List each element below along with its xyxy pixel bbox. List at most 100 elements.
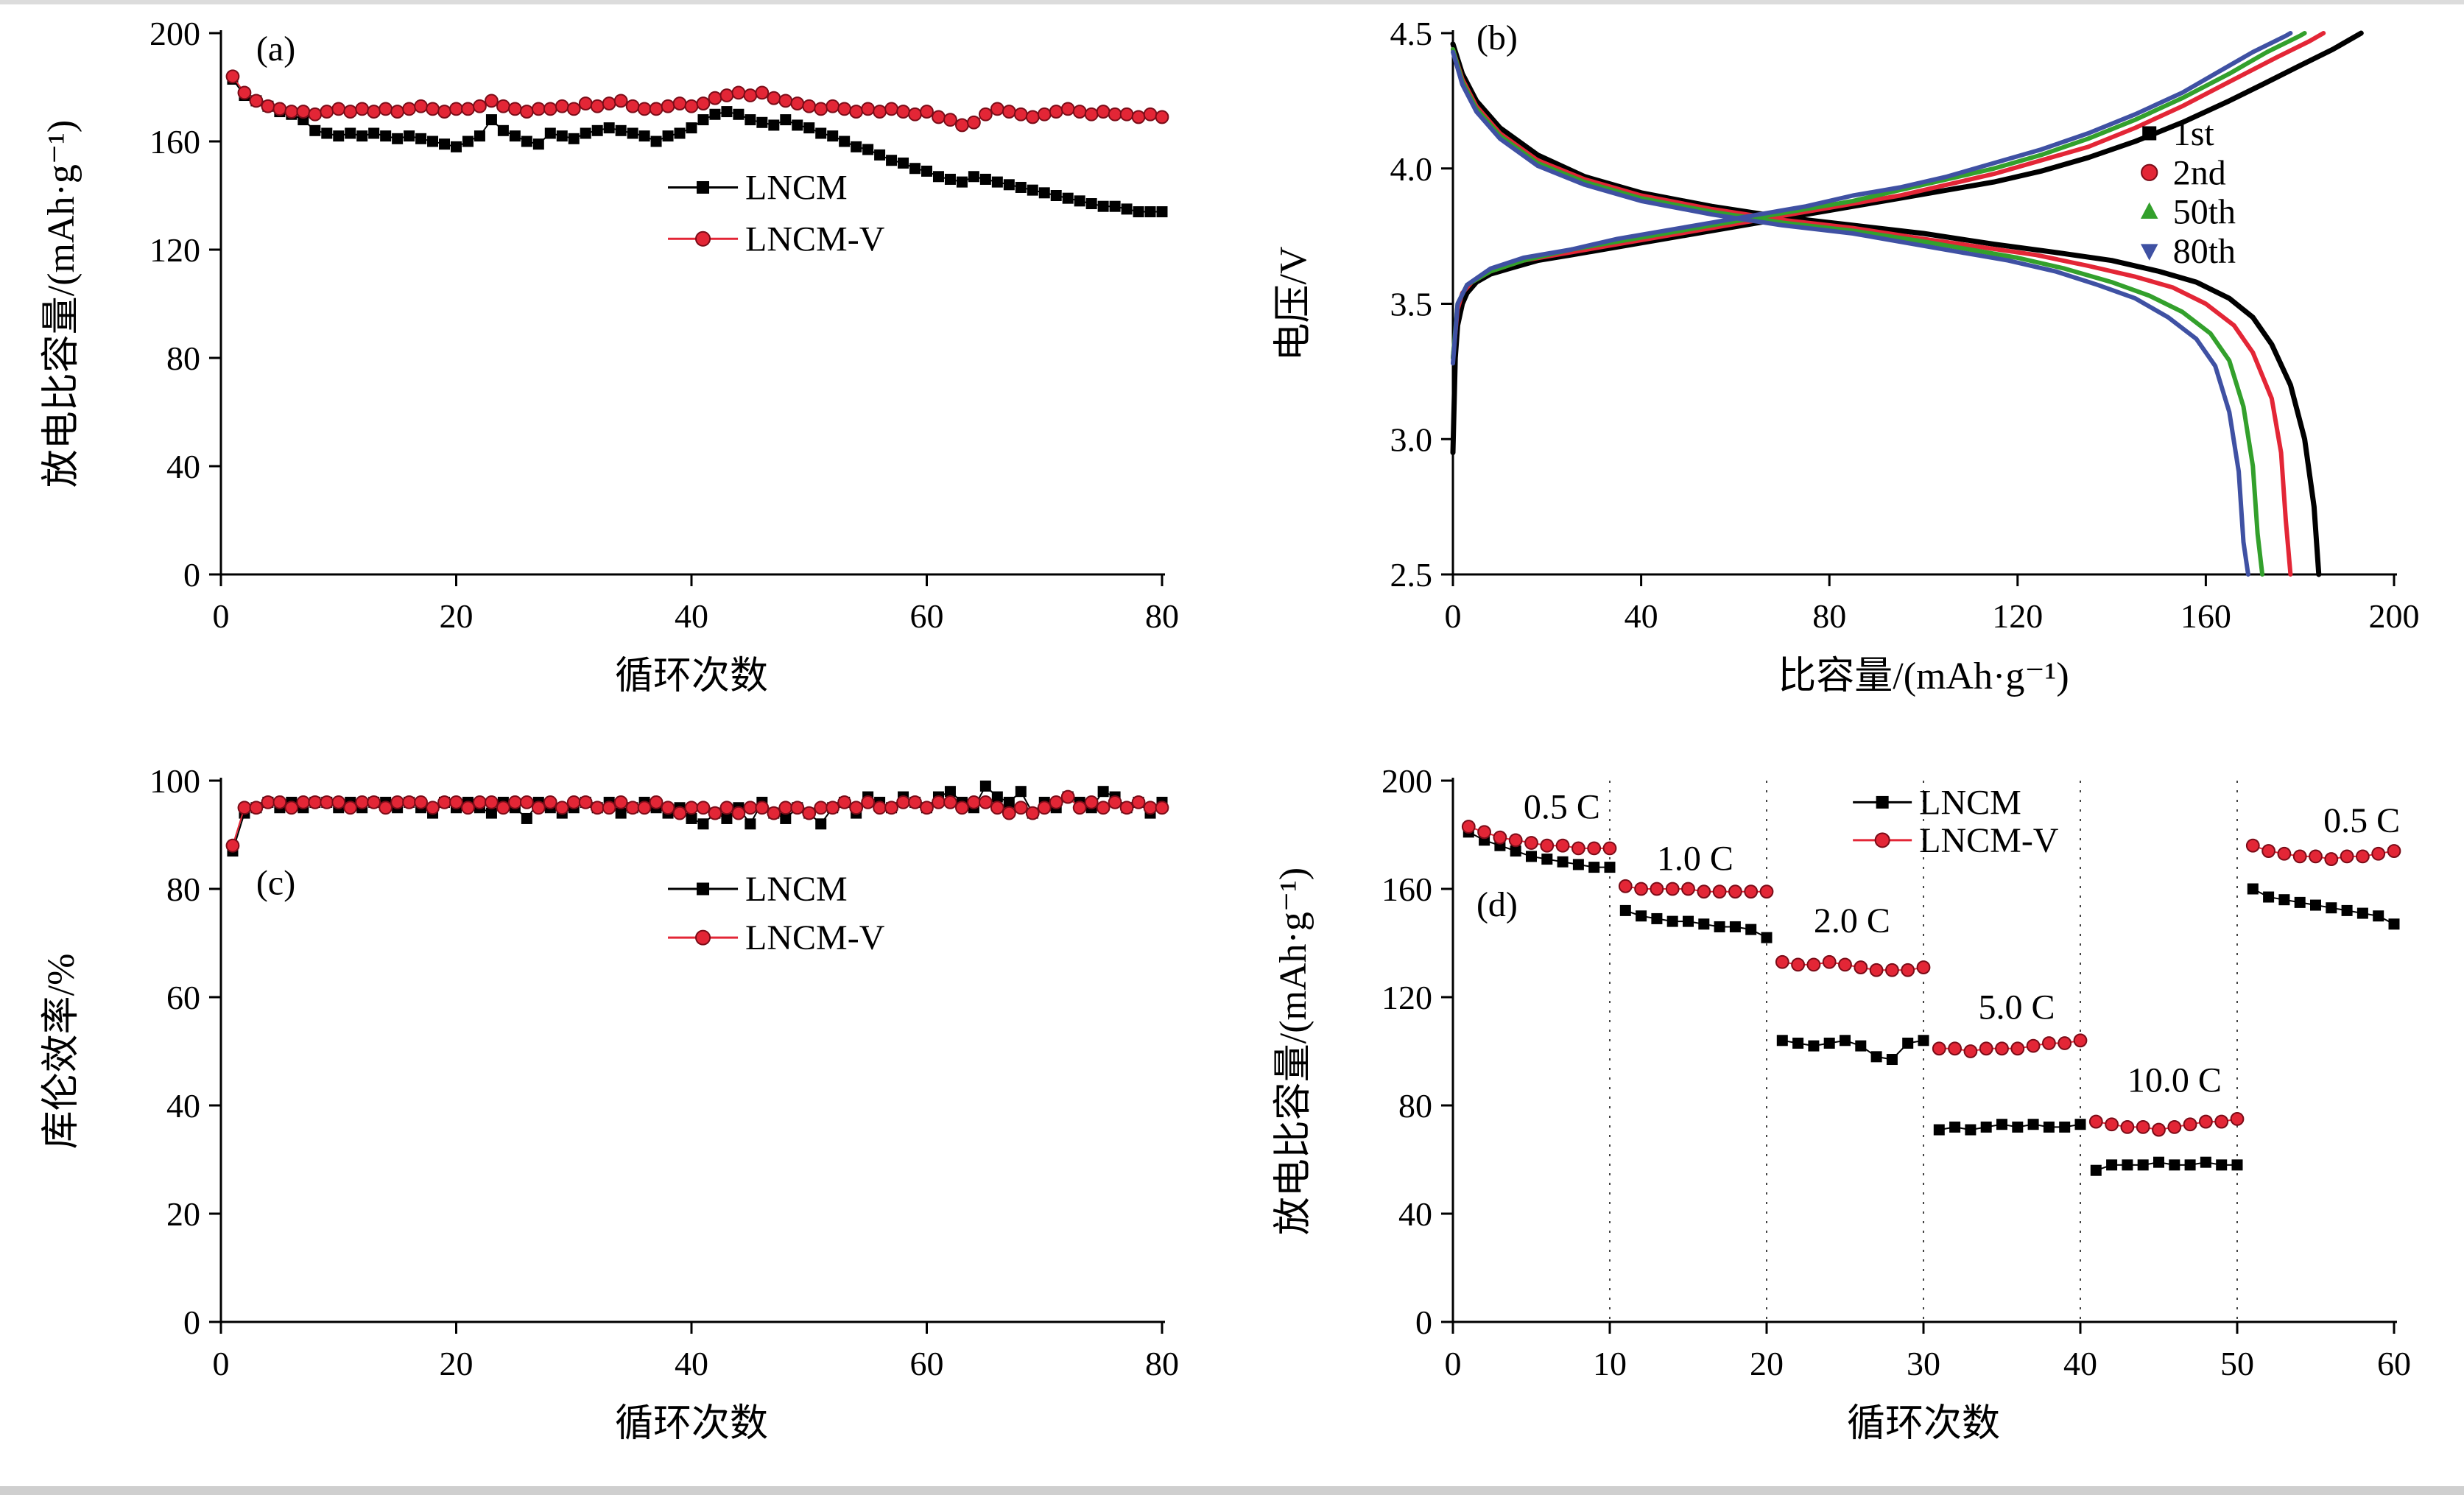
series-line-50th-discharge — [1451, 47, 2265, 577]
marker-circle — [449, 795, 463, 809]
marker-circle — [1155, 110, 1169, 124]
marker-square — [2106, 1159, 2118, 1171]
x-axis-title: 循环次数 — [615, 1403, 768, 1445]
marker-circle — [308, 107, 323, 122]
x-tick-label: 160 — [2180, 597, 2231, 635]
marker-square — [1840, 1035, 1851, 1046]
series-line-LNCM-V — [1468, 826, 2395, 1131]
chart-panel-d: 0 10 20 30 40 50 60 0 40 80 120 160 200 循环次数 放电比容量/(mA… — [1273, 762, 2411, 1445]
y-tick-label: 40 — [166, 448, 200, 485]
marker-circle — [2105, 1117, 2119, 1132]
marker-square — [603, 122, 615, 134]
y-tick-label: 0 — [183, 1304, 200, 1341]
y-axis-title: 电压/V — [1273, 246, 1314, 361]
marker-square — [2059, 1121, 2071, 1133]
marker-square — [1651, 912, 1663, 924]
marker-square — [451, 141, 462, 152]
marker-square — [1133, 206, 1144, 218]
marker-square — [2263, 891, 2275, 903]
marker-circle — [1885, 963, 1899, 977]
marker-circle — [1037, 107, 1052, 122]
marker-circle — [755, 85, 770, 100]
panel-label-c: (c) — [256, 863, 295, 902]
legend-label: LNCM — [745, 870, 848, 909]
marker-square — [415, 133, 427, 144]
marker-circle — [367, 795, 381, 809]
marker-triangle-down — [2140, 244, 2158, 261]
marker-square — [1965, 1124, 1977, 1136]
marker-circle — [2136, 1120, 2150, 1134]
screen-edge-top — [0, 0, 2464, 4]
marker-circle — [485, 94, 499, 108]
marker-circle — [531, 801, 546, 815]
legend-label: 2nd — [2173, 153, 2226, 192]
marker-square — [2278, 894, 2290, 906]
marker-square — [474, 130, 485, 142]
marker-circle — [237, 85, 252, 100]
x-axis-title: 循环次数 — [615, 655, 768, 697]
annotation-label: 0.5 C — [2323, 801, 2400, 840]
x-tick-label: 20 — [1750, 1345, 1784, 1382]
series-line-LNCM — [1468, 831, 2395, 1172]
marker-square — [968, 171, 979, 183]
marker-circle — [1540, 838, 1555, 853]
marker-circle — [555, 801, 569, 815]
marker-circle — [1461, 820, 1476, 834]
marker-square — [1792, 1037, 1804, 1049]
marker-circle — [1838, 957, 1852, 972]
marker-circle — [908, 795, 922, 809]
marker-circle — [2214, 1114, 2229, 1129]
x-axis-title: 比容量/(mAh·g⁻¹) — [1778, 655, 2069, 697]
marker-circle — [731, 806, 746, 820]
marker-square — [815, 818, 827, 830]
marker-square — [898, 157, 909, 169]
marker-circle — [2356, 849, 2370, 864]
marker-square — [650, 136, 662, 147]
marker-circle — [884, 102, 898, 116]
series-line-1st-charge — [1450, 30, 2364, 456]
marker-circle — [1775, 954, 1789, 969]
marker-circle — [849, 801, 864, 815]
marker-circle — [543, 102, 557, 116]
marker-circle — [896, 795, 910, 809]
marker-circle — [920, 801, 934, 815]
legend-c: LNCM LNCM-V — [668, 870, 885, 957]
marker-square — [2247, 883, 2259, 895]
marker-circle — [1143, 107, 1158, 122]
marker-square — [1619, 904, 1631, 916]
y-tick-label: 200 — [1381, 762, 1432, 800]
marker-circle — [1979, 1041, 1993, 1056]
marker-circle — [1131, 795, 1146, 809]
marker-square — [1541, 854, 1553, 865]
marker-circle — [708, 806, 722, 820]
marker-square — [697, 882, 710, 896]
marker-circle — [331, 795, 346, 809]
annotation-label: 5.0 C — [1979, 988, 2055, 1027]
x-axis-title: 循环次数 — [1847, 1403, 2000, 1445]
marker-circle — [896, 105, 910, 119]
annotation-label: 10.0 C — [2127, 1061, 2222, 1100]
marker-square — [956, 176, 968, 188]
marker-square — [2294, 896, 2306, 908]
marker-circle — [1587, 841, 1602, 856]
series-line-80th-discharge — [1451, 49, 2250, 577]
marker-square — [485, 807, 497, 819]
marker-circle — [1618, 879, 1633, 893]
marker-circle — [778, 94, 793, 108]
marker-square — [780, 812, 792, 824]
marker-square — [697, 180, 710, 194]
marker-circle — [343, 105, 358, 119]
marker-square — [1918, 1035, 1929, 1046]
marker-circle — [355, 102, 370, 116]
marker-square — [733, 108, 745, 120]
marker-circle — [2371, 846, 2386, 861]
marker-circle — [578, 795, 593, 809]
legend-label: LNCM-V — [745, 918, 885, 957]
marker-circle — [355, 795, 370, 809]
marker-square — [944, 173, 956, 185]
marker-circle — [1084, 107, 1099, 122]
marker-circle — [519, 795, 534, 809]
marker-square — [2326, 902, 2337, 914]
marker-square — [2169, 1159, 2180, 1171]
marker-circle — [1131, 110, 1146, 124]
